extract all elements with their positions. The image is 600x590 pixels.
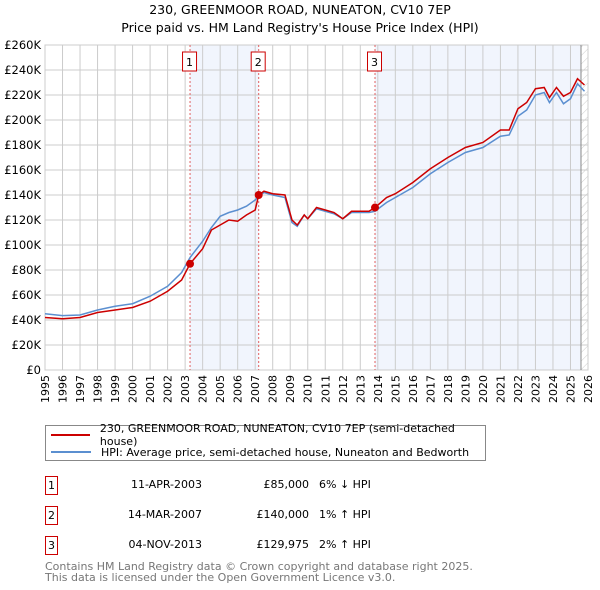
x-tick-label: 2014 xyxy=(372,375,385,403)
chart-subtitle: Price paid vs. HM Land Registry's House … xyxy=(121,20,479,35)
sale-point xyxy=(186,259,195,268)
sale-hpi-diff: 2% ↑ HPI xyxy=(319,538,371,551)
sale-number-box xyxy=(250,51,266,72)
y-tick-label: £140K xyxy=(4,188,41,202)
sale-number-label: 2 xyxy=(255,56,262,69)
x-tick-label: 2024 xyxy=(547,375,560,403)
y-tick-label: £40K xyxy=(12,313,42,327)
future-hatch xyxy=(580,45,588,370)
x-tick-label: 2021 xyxy=(494,375,507,403)
legend-item-property: 230, GREENMOOR ROAD, NUNEATON, CV10 7EP … xyxy=(46,422,485,448)
x-tick-label: 2012 xyxy=(337,375,350,403)
y-tick-label: £120K xyxy=(4,213,41,227)
sale-number-badge: 1 xyxy=(45,476,58,495)
chart-title: 230, GREENMOOR ROAD, NUNEATON, CV10 7EP xyxy=(149,2,451,17)
sale-point xyxy=(254,191,263,199)
sale-price: £129,975 xyxy=(256,538,310,551)
sale-row: 1 11-APR-2003 £85,000 6% ↓ HPI xyxy=(45,476,445,496)
x-tick-label: 2022 xyxy=(512,375,525,403)
x-tick-label: 2019 xyxy=(459,375,472,403)
sale-number-box xyxy=(182,51,198,72)
x-tick-label: 1997 xyxy=(74,375,87,403)
sale-date: 11-APR-2003 xyxy=(130,478,202,491)
sale-point xyxy=(371,203,380,212)
legend: 230, GREENMOOR ROAD, NUNEATON, CV10 7EP … xyxy=(45,422,486,461)
y-tick-label: £100K xyxy=(4,238,41,252)
sale-number-box xyxy=(367,51,383,72)
x-tick-label: 2005 xyxy=(214,375,227,403)
legend-label: 230, GREENMOOR ROAD, NUNEATON, CV10 7EP … xyxy=(99,422,455,448)
sale-number-label: 1 xyxy=(186,56,193,69)
hpi-line xyxy=(44,82,586,317)
x-tick-label: 2010 xyxy=(302,375,315,403)
x-tick-label: 1998 xyxy=(92,375,105,403)
price-chart: 1995 1996 1997 1998 1999 2000 2001 2002 2003 2004… xyxy=(4,38,595,403)
x-tick-label: 2016 xyxy=(407,375,420,403)
y-tick-label: £240K xyxy=(4,63,41,77)
sale-price: £140,000 xyxy=(256,508,310,521)
x-tick-label: 2004 xyxy=(197,375,210,403)
y-tick-label: £220K xyxy=(4,88,41,102)
y-tick-label: £80K xyxy=(12,263,42,277)
shaded-region xyxy=(375,45,581,370)
legend-label: HPI: Average price, semi-detached house,… xyxy=(101,445,470,459)
y-tick-label: £0 xyxy=(26,363,41,377)
sale-row: 3 04-NOV-2013 £129,975 2% ↑ HPI xyxy=(45,536,445,556)
y-tick-label: £260K xyxy=(4,38,41,52)
y-tick-label: £20K xyxy=(12,338,42,352)
shaded-region xyxy=(190,45,259,370)
footer-line-2: This data is licensed under the Open Gov… xyxy=(45,571,396,584)
y-tick-label: £180K xyxy=(4,138,41,152)
x-tick-label: 1996 xyxy=(57,375,70,403)
footer-line-1: Contains HM Land Registry data © Crown c… xyxy=(45,560,473,573)
x-tick-label: 2015 xyxy=(389,375,402,403)
y-tick-label: £60K xyxy=(12,288,42,302)
x-tick-label: 2011 xyxy=(319,375,332,403)
sale-number-badge: 2 xyxy=(45,506,58,525)
sale-number-label: 3 xyxy=(371,56,378,69)
x-tick-label: 2013 xyxy=(354,375,367,403)
x-tick-label: 2023 xyxy=(529,375,542,403)
x-tick-label: 2006 xyxy=(232,375,245,403)
x-tick-label: 2025 xyxy=(564,375,577,403)
legend-swatch-red xyxy=(51,434,90,436)
x-tick-label: 2007 xyxy=(249,375,262,403)
legend-item-hpi: HPI: Average price, semi-detached house,… xyxy=(46,444,469,460)
x-tick-label: 2026 xyxy=(582,375,595,403)
y-tick-label: £160K xyxy=(4,163,41,177)
x-tick-label: 1999 xyxy=(109,375,122,403)
x-tick-label: 2017 xyxy=(424,375,437,403)
x-tick-label: 2002 xyxy=(162,375,175,403)
sale-date: 04-NOV-2013 xyxy=(128,538,202,551)
y-tick-label: £200K xyxy=(4,113,41,127)
legend-swatch-blue xyxy=(51,451,91,453)
x-tick-label: 2008 xyxy=(267,375,280,403)
sale-row: 2 14-MAR-2007 £140,000 1% ↑ HPI xyxy=(45,506,445,526)
x-tick-label: 2009 xyxy=(284,375,297,403)
x-tick-label: 2020 xyxy=(477,375,490,403)
sale-hpi-diff: 6% ↓ HPI xyxy=(319,478,371,491)
x-tick-label: 2000 xyxy=(127,375,140,403)
sale-price: £85,000 xyxy=(263,478,310,491)
sale-number-badge: 3 xyxy=(45,536,58,555)
x-tick-label: 2018 xyxy=(442,375,455,403)
x-tick-label: 2001 xyxy=(144,375,157,403)
plot-frame xyxy=(44,44,589,371)
x-tick-label: 1995 xyxy=(39,375,52,403)
sale-hpi-diff: 1% ↑ HPI xyxy=(319,508,371,521)
sale-date: 14-MAR-2007 xyxy=(127,508,202,521)
x-tick-label: 2003 xyxy=(179,375,192,403)
property-price-line xyxy=(44,77,585,320)
